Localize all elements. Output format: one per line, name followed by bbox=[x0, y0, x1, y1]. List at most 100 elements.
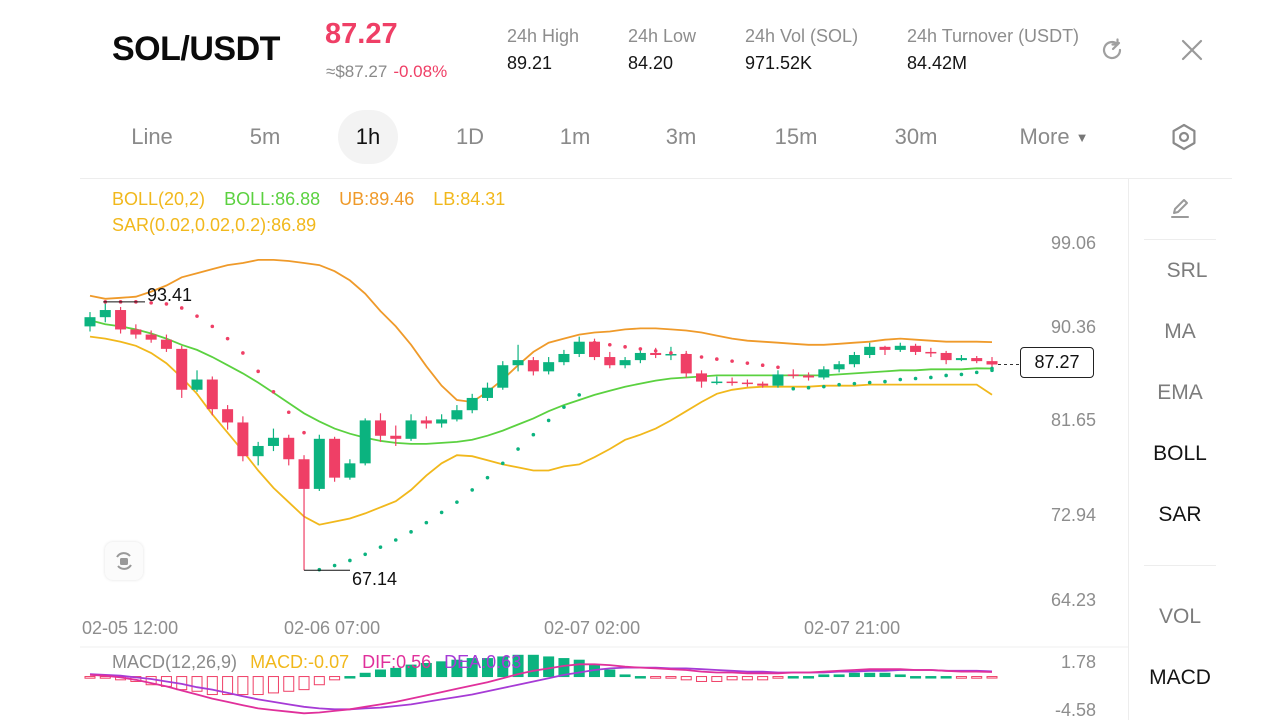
candle-body bbox=[650, 352, 662, 356]
sar-dot bbox=[638, 347, 643, 351]
side-item-macd[interactable]: MACD bbox=[1149, 666, 1211, 689]
sar-dot bbox=[470, 488, 475, 492]
side-item-sar[interactable]: SAR bbox=[1158, 503, 1202, 526]
candle-body bbox=[604, 357, 616, 366]
stat-label: 24h High bbox=[507, 26, 580, 46]
tab-line[interactable]: Line bbox=[131, 124, 173, 149]
tab-15m[interactable]: 15m bbox=[774, 124, 818, 149]
macd-histogram-bar bbox=[466, 658, 478, 678]
y-axis-tick: 72.94 bbox=[1050, 505, 1096, 525]
pencil-icon[interactable] bbox=[1162, 194, 1198, 224]
sar-dot bbox=[745, 361, 750, 365]
macd-histogram-bar bbox=[191, 676, 203, 692]
tab-5m[interactable]: 5m bbox=[249, 124, 281, 149]
sar-dot bbox=[944, 373, 948, 378]
candle-body bbox=[329, 438, 341, 478]
candle-body bbox=[313, 438, 325, 489]
candle-body bbox=[619, 360, 631, 366]
stat-24h-high: 24h High 89.21 bbox=[507, 26, 579, 74]
candle-body bbox=[160, 339, 172, 349]
macd-histogram-bar bbox=[971, 676, 983, 679]
candle-body bbox=[680, 353, 692, 374]
candle-body bbox=[925, 351, 937, 354]
candle-body bbox=[512, 360, 524, 366]
last-price: 87.27 bbox=[325, 18, 398, 50]
macd-histogram-bar bbox=[359, 672, 371, 678]
sar-dot bbox=[256, 369, 260, 374]
candle-body bbox=[772, 374, 784, 386]
macd-histogram-bar bbox=[848, 672, 860, 678]
macd-histogram-bar bbox=[680, 676, 692, 681]
macd-histogram-bar bbox=[925, 676, 937, 679]
side-item-boll[interactable]: BOLL bbox=[1153, 442, 1207, 465]
sar-dot bbox=[684, 353, 689, 357]
sar-dot bbox=[623, 345, 627, 349]
candle-body bbox=[818, 369, 830, 378]
candle-body bbox=[726, 381, 738, 384]
candle-body bbox=[497, 365, 509, 388]
candle-body bbox=[252, 445, 264, 457]
macd-histogram-bar bbox=[772, 676, 784, 679]
macd-histogram-bar bbox=[986, 676, 998, 679]
side-item-vol[interactable]: VOL bbox=[1158, 605, 1202, 628]
candle-body bbox=[130, 329, 142, 335]
candle-body bbox=[787, 374, 799, 376]
hexagon-gear-icon[interactable] bbox=[1166, 119, 1202, 155]
macd-histogram-bar bbox=[420, 662, 432, 678]
dea-value: DEA:0.63 bbox=[444, 652, 522, 672]
refresh-icon[interactable] bbox=[1094, 32, 1130, 68]
macd-histogram-bar bbox=[940, 676, 952, 679]
candle-body bbox=[527, 360, 539, 372]
tab-1d[interactable]: 1D bbox=[455, 124, 485, 149]
side-divider bbox=[1144, 239, 1216, 240]
stat-value: 84.42M bbox=[907, 53, 968, 73]
side-item-ma[interactable]: MA bbox=[1164, 320, 1196, 343]
candle-body bbox=[543, 362, 555, 372]
macd-dif-line bbox=[89, 663, 993, 715]
sar-dot bbox=[898, 377, 903, 382]
boll-mid-value: BOLL:86.88 bbox=[224, 189, 321, 209]
sar-dot bbox=[286, 410, 291, 415]
sar-dot bbox=[607, 342, 612, 347]
close-icon[interactable] bbox=[1174, 32, 1210, 68]
macd-histogram-bar bbox=[527, 654, 539, 678]
sar-dot bbox=[393, 538, 398, 542]
sar-dot bbox=[455, 500, 459, 504]
tab-30m[interactable]: 30m bbox=[894, 124, 938, 149]
candle-body bbox=[558, 353, 570, 363]
price-chart[interactable] bbox=[0, 0, 1128, 720]
boll-upper-line bbox=[89, 259, 993, 403]
stat-label: 24h Turnover (USDT) bbox=[907, 26, 1080, 46]
tab-1h[interactable]: 1h bbox=[338, 110, 398, 164]
y-axis-tick: 64.23 bbox=[1050, 590, 1096, 610]
sar-dot bbox=[715, 357, 719, 361]
macd-histogram-bar bbox=[497, 656, 509, 678]
stat-value: 84.20 bbox=[628, 53, 674, 73]
candle-body bbox=[589, 341, 601, 358]
macd-histogram-bar bbox=[329, 676, 341, 681]
candle-body bbox=[359, 420, 371, 464]
macd-histogram-bar bbox=[390, 667, 402, 678]
macd-legend: MACD(12,26,9) MACD:-0.07 DIF:0.56 DEA:0.… bbox=[112, 652, 529, 673]
sar-dot bbox=[990, 366, 994, 371]
macd-histogram-bar bbox=[711, 676, 723, 682]
side-item-ema[interactable]: EMA bbox=[1157, 381, 1203, 404]
macd-value: MACD:-0.07 bbox=[250, 652, 350, 672]
macd-histogram-bar bbox=[619, 674, 631, 678]
sar-dot bbox=[913, 376, 918, 381]
side-item-srl[interactable]: SRL bbox=[1166, 259, 1208, 282]
fiat-price-row: ≈$87.27 -0.08% bbox=[326, 62, 447, 82]
sar-dot bbox=[516, 447, 520, 451]
tab-1m[interactable]: 1m bbox=[559, 124, 591, 149]
tab-3m[interactable]: 3m bbox=[665, 124, 697, 149]
side-divider bbox=[1144, 565, 1216, 566]
rotate-camera-icon[interactable] bbox=[105, 542, 143, 580]
stat-value: 971.52K bbox=[745, 53, 813, 73]
candle-body bbox=[405, 420, 417, 439]
low-marker-label: 67.14 bbox=[352, 569, 398, 589]
candle-body bbox=[451, 410, 463, 420]
sar-dot bbox=[546, 418, 551, 423]
candle-body bbox=[481, 387, 493, 398]
stat-24h-volume: 24h Vol (SOL) 971.52K bbox=[745, 26, 858, 74]
tab-more[interactable]: More ▼ bbox=[1004, 110, 1104, 164]
